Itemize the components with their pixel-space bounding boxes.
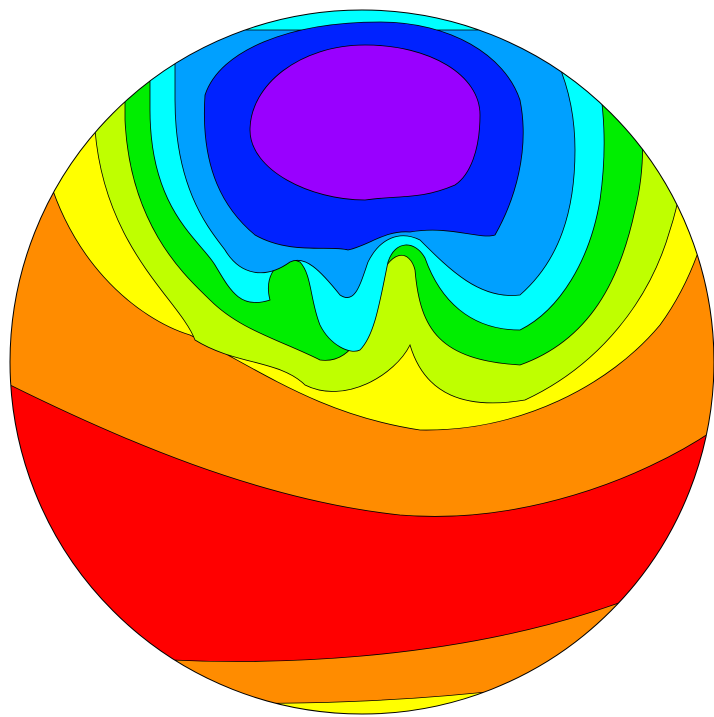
purple-core (249, 44, 481, 201)
sphere-outline (9, 9, 714, 715)
